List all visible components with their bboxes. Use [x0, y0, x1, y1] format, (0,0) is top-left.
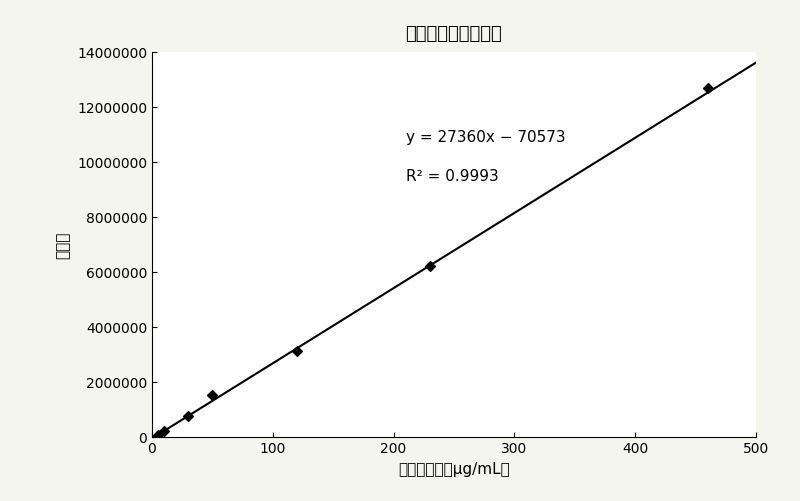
Point [290, 347, 303, 355]
Point [423, 263, 436, 271]
Y-axis label: 峰面积: 峰面积 [55, 231, 70, 259]
X-axis label: 柚皮苷浓度（μg/mL）: 柚皮苷浓度（μg/mL） [398, 461, 510, 476]
Text: y = 27360x − 70573: y = 27360x − 70573 [406, 130, 566, 145]
Point [151, 431, 164, 439]
Point [158, 427, 170, 435]
Title: 柚皮苷含量标准曲线: 柚皮苷含量标准曲线 [406, 25, 502, 43]
Point [701, 85, 714, 93]
Point [182, 412, 194, 420]
Point [206, 392, 218, 400]
Text: R² = 0.9993: R² = 0.9993 [406, 168, 498, 183]
